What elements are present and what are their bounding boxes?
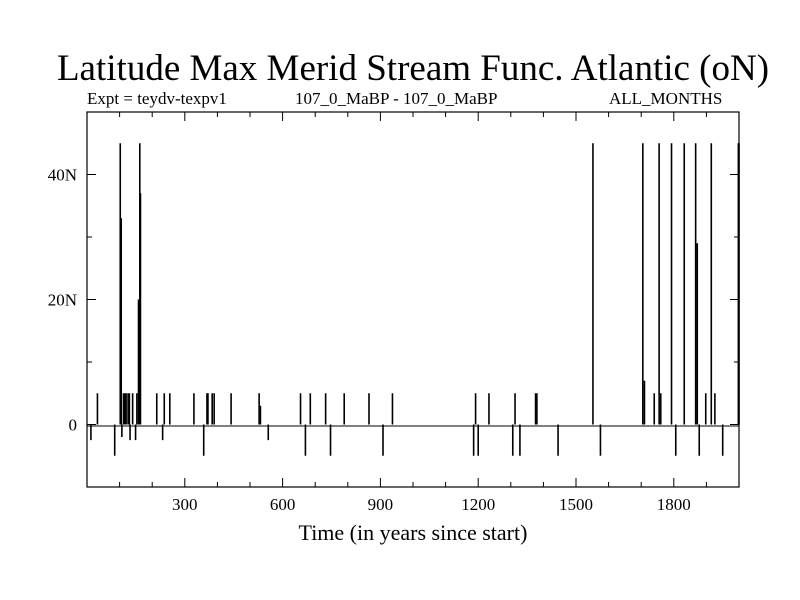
x-axis-label: Time (in years since start) <box>298 520 528 545</box>
x-tick-label: 600 <box>270 495 296 514</box>
data-marks <box>90 143 740 456</box>
y-tick-label: 20N <box>48 291 77 310</box>
x-tick-label: 1200 <box>461 495 495 514</box>
tick-labels: 300 600 900 1200 1500 1800 0 20N 40N <box>48 166 691 515</box>
chart-subtitle-months: ALL_MONTHS <box>609 89 723 108</box>
x-tick-label: 1800 <box>657 495 691 514</box>
chart-subtitle-period: 107_0_MaBP - 107_0_MaBP <box>295 89 498 108</box>
chart-title: Latitude Max Merid Stream Func. Atlantic… <box>56 48 770 89</box>
y-tick-label: 40N <box>48 166 77 185</box>
axis-ticks <box>87 112 739 487</box>
plot-frame <box>86 111 740 488</box>
chart-subtitle-experiment: Expt = teydv-texpv1 <box>87 89 227 108</box>
x-tick-label: 300 <box>172 495 198 514</box>
x-tick-label: 900 <box>368 495 394 514</box>
x-tick-label: 1500 <box>559 495 593 514</box>
y-tick-label: 0 <box>69 416 78 435</box>
